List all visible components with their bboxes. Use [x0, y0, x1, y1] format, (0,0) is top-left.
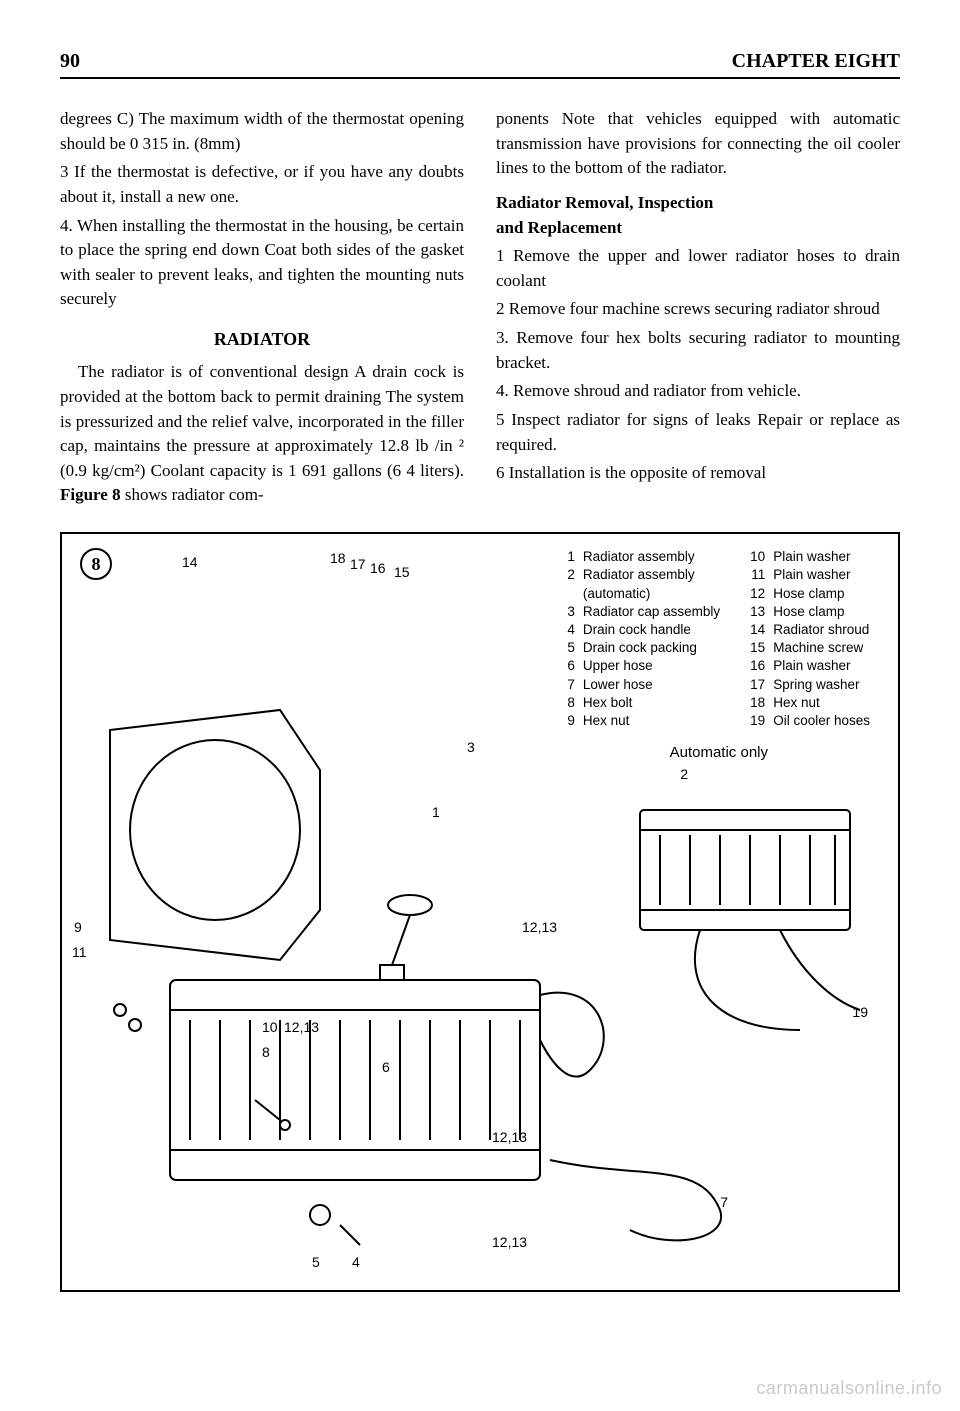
list-item: 1 Remove the upper and lower radiator ho…: [496, 244, 900, 293]
paragraph-text: The radiator is of conventional design A…: [60, 362, 464, 480]
exploded-diagram: [80, 704, 880, 1276]
callout-4: 4: [352, 1254, 360, 1270]
callout-6: 6: [382, 1059, 390, 1075]
paragraph: degrees C) The maximum width of the ther…: [60, 107, 464, 156]
watermark: carmanualsonline.info: [756, 1378, 942, 1399]
callout-5: 5: [312, 1254, 320, 1270]
page-header: 90 CHAPTER EIGHT: [60, 50, 900, 79]
list-item: 5 Inspect radiator for signs of leaks Re…: [496, 408, 900, 457]
callout-12-13: 12,13: [492, 1129, 527, 1145]
paragraph-text: shows radiator com-: [121, 485, 264, 504]
parts-labels: Plain washer Plain washer Hose clamp Hos…: [773, 548, 870, 730]
callout-15: 15: [394, 564, 410, 580]
body-text-columns: degrees C) The maximum width of the ther…: [60, 107, 900, 512]
section-heading: RADIATOR: [60, 326, 464, 352]
callout-7: 7: [720, 1194, 728, 1210]
callout-18: 18: [330, 550, 346, 566]
callout-12-13: 12,13: [492, 1234, 527, 1250]
callout-17: 17: [350, 556, 366, 572]
figure-reference: Figure 8: [60, 485, 121, 504]
diagram-svg: [80, 704, 880, 1276]
chapter-title: CHAPTER EIGHT: [732, 50, 900, 73]
callout-1: 1: [432, 804, 440, 820]
callout-2: 2: [680, 766, 688, 782]
paragraph: 3 If the thermostat is defective, or if …: [60, 160, 464, 209]
parts-legend: 1 2 3 4 5 6 7 8 9 Radiator assembly Radi…: [567, 548, 880, 730]
paragraph: 4. When installing the thermostat in the…: [60, 214, 464, 313]
right-column: ponents Note that vehicles equipped with…: [496, 107, 900, 512]
callout-12-13: 12,13: [522, 919, 557, 935]
callout-3: 3: [467, 739, 475, 755]
callout-10: 10: [262, 1019, 278, 1035]
parts-numbers: 10 11 12 13 14 15 16 17 18 19: [750, 548, 765, 730]
callout-9: 9: [74, 919, 82, 935]
callout-14: 14: [182, 554, 198, 570]
paragraph: The radiator is of conventional design A…: [60, 360, 464, 508]
parts-column-2: 10 11 12 13 14 15 16 17 18 19 Plain wash…: [750, 548, 870, 730]
list-item: 4. Remove shroud and radiator from vehic…: [496, 379, 900, 404]
callout-19: 19: [852, 1004, 868, 1020]
figure-number-badge: 8: [80, 548, 112, 580]
list-item: 3. Remove four hex bolts securing radiat…: [496, 326, 900, 375]
figure-top-row: 8 1 2 3 4 5 6 7 8 9 Radiator assembly Ra…: [80, 548, 880, 730]
paragraph: ponents Note that vehicles equipped with…: [496, 107, 900, 181]
list-item: 6 Installation is the opposite of remova…: [496, 461, 900, 486]
parts-column-1: 1 2 3 4 5 6 7 8 9 Radiator assembly Radi…: [567, 548, 720, 730]
figure-8-box: 8 1 2 3 4 5 6 7 8 9 Radiator assembly Ra…: [60, 532, 900, 1292]
callout-11: 11: [72, 944, 87, 960]
page-number: 90: [60, 50, 80, 73]
callout-12-13: 12,13: [284, 1019, 319, 1035]
left-column: degrees C) The maximum width of the ther…: [60, 107, 464, 512]
list-item: 2 Remove four machine screws securing ra…: [496, 297, 900, 322]
sub-heading: Radiator Removal, Inspection and Replace…: [496, 191, 900, 240]
callout-8: 8: [262, 1044, 270, 1060]
parts-labels: Radiator assembly Radiator assembly (aut…: [583, 548, 720, 730]
callout-16: 16: [370, 560, 386, 576]
figure-badge-area: 8: [80, 548, 132, 730]
parts-numbers: 1 2 3 4 5 6 7 8 9: [567, 548, 575, 730]
